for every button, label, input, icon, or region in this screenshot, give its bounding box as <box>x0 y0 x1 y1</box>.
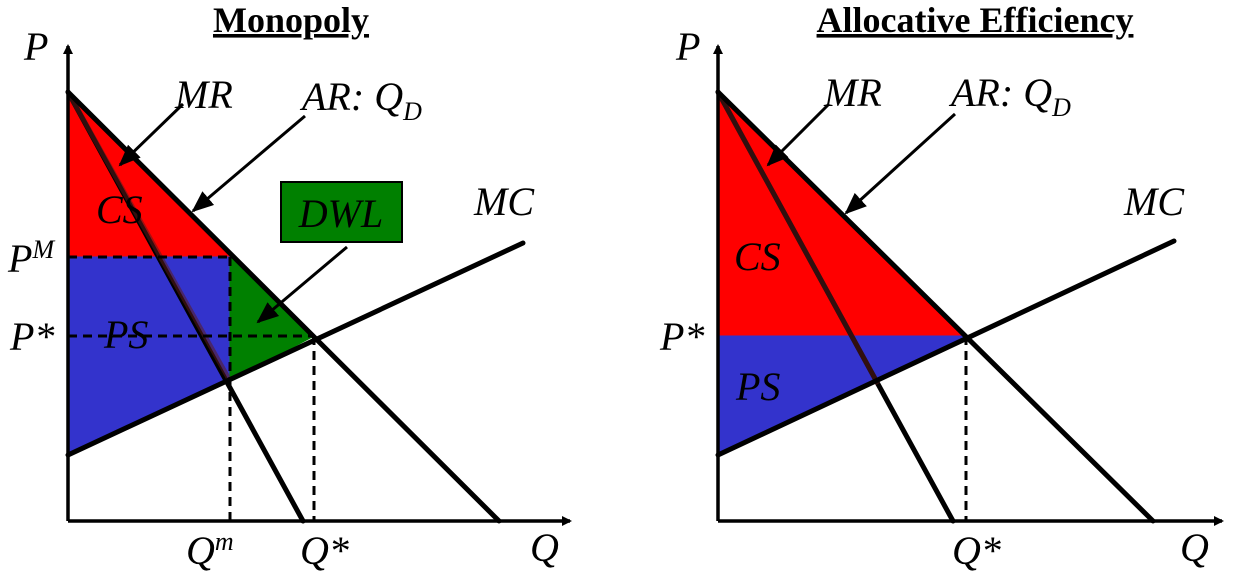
ps-label: PS <box>103 312 148 357</box>
ar-label: AR: QD <box>948 70 1071 122</box>
ar-label-subscript: D <box>402 97 422 126</box>
x-axis-label: Q <box>1180 525 1209 570</box>
y-axis-label: P <box>23 24 48 69</box>
pm-label-text: P <box>7 236 32 281</box>
mr-curve-shaded-segment <box>65 90 233 383</box>
cs-label: CS <box>96 187 143 232</box>
qstar-label: Q* <box>300 528 349 573</box>
mr-label: MR <box>174 72 233 117</box>
qm-label: Qm <box>186 527 234 573</box>
mc-curve <box>715 238 1177 458</box>
monopoly-title: Monopoly <box>213 0 369 40</box>
ar-demand-curve <box>715 89 1156 524</box>
ar-arrow <box>844 112 957 215</box>
dwl-arrow <box>256 245 348 324</box>
ar-label-text: AR: Q <box>299 74 403 119</box>
qm-label-superscript: m <box>215 527 234 556</box>
ar-label-subscript: D <box>1051 93 1071 122</box>
qm-label-text: Q <box>186 528 215 573</box>
mc-curve <box>65 240 526 458</box>
ar-label-text: AR: Q <box>948 70 1052 115</box>
allocative-efficiency-title: Allocative Efficiency <box>817 0 1134 40</box>
allocative-efficiency-panel: Allocative Efficiency P Q MR AR: QD MC C… <box>659 0 1224 573</box>
monopoly-panel: Monopoly DWL P Q MR AR: QD MC CS <box>7 0 572 573</box>
pm-label: PM <box>7 235 55 281</box>
cs-label: CS <box>734 234 781 279</box>
producer-surplus-area <box>67 256 231 456</box>
pstar-label: P* <box>659 314 704 359</box>
mc-label: MC <box>473 179 535 224</box>
ps-label: PS <box>735 364 780 409</box>
dwl-label-box <box>280 181 403 243</box>
mr-arrow <box>766 102 831 167</box>
x-axis-label: Q <box>530 525 559 570</box>
mc-label: MC <box>1123 179 1185 224</box>
ar-arrow <box>191 114 306 213</box>
ar-label: AR: QD <box>299 74 422 126</box>
pm-label-superscript: M <box>31 235 55 264</box>
mr-label: MR <box>823 70 882 115</box>
mr-arrow <box>118 102 185 167</box>
pstar-label: P* <box>9 314 54 359</box>
dwl-label: DWL <box>298 191 383 236</box>
y-axis-label: P <box>675 24 700 69</box>
mr-curve-shaded-segment <box>715 90 881 386</box>
qstar-label: Q* <box>952 528 1001 573</box>
